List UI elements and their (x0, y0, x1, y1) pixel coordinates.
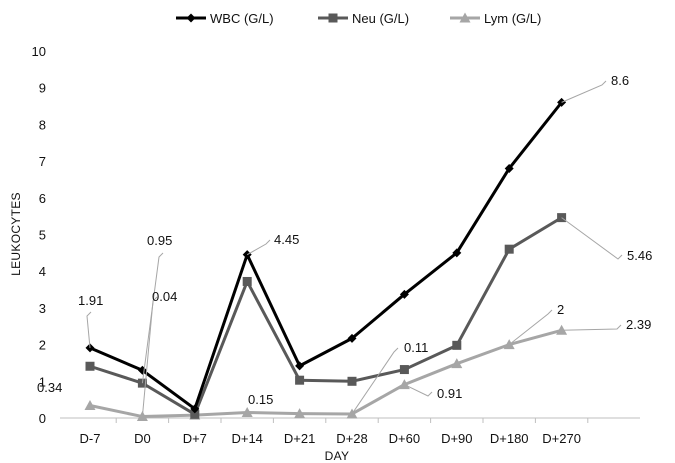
x-tick-label: D+7 (183, 431, 207, 446)
neu-point (85, 361, 95, 371)
callout-leader-line (141, 252, 164, 384)
y-tick-label: 3 (39, 301, 46, 316)
data-callout-label: 0.15 (248, 392, 273, 407)
wbc-point (347, 333, 357, 343)
x-tick-label: D+21 (284, 431, 315, 446)
wbc-legend-label: WBC (G/L) (210, 11, 274, 26)
wbc-point (504, 163, 514, 173)
data-callout-label: 0.11 (404, 340, 428, 355)
data-callout-label: 1.91 (78, 293, 103, 308)
data-callouts: 1.91 0.95 0.04 0.34 4.45 0.15 0.11 0.91 2 5.46 8.6… (37, 73, 652, 417)
y-tick-label: 7 (39, 154, 46, 169)
callout-leader-line (561, 324, 622, 331)
y-tick-label: 2 (39, 338, 46, 353)
series-lines (89, 101, 563, 419)
data-callout-label: 0.91 (437, 386, 462, 401)
neu-legend-label: Neu (G/L) (352, 11, 409, 26)
x-tick-label: D+90 (441, 431, 472, 446)
lym-point (398, 379, 410, 390)
lym-point (241, 406, 253, 417)
data-callout-label: 0.34 (37, 380, 62, 395)
y-tick-label: 8 (39, 117, 46, 132)
wbc-point (399, 289, 409, 299)
lym-legend-label: Lym (G/L) (484, 11, 541, 26)
neu-legend-marker (328, 13, 338, 23)
wbc-series-line (89, 101, 563, 411)
callout-leader-line (508, 309, 553, 345)
wbc-point (452, 248, 462, 258)
series-markers (84, 97, 568, 422)
neu-point (295, 375, 305, 385)
y-axis-ticks: 0 1 2 3 4 5 6 7 8 9 10 (32, 44, 46, 426)
data-callout-label: 5.46 (627, 248, 652, 263)
wbc-legend-marker (186, 13, 196, 23)
neu-point (347, 376, 357, 386)
x-tick-label: D+270 (542, 431, 581, 446)
y-tick-label: 6 (39, 191, 46, 206)
y-axis-title: LEUKOCYTES (9, 192, 23, 276)
x-axis-title: DAY (325, 449, 350, 463)
y-tick-label: 5 (39, 228, 46, 243)
x-tick-label: D-7 (80, 431, 101, 446)
y-tick-label: 10 (32, 44, 46, 59)
data-callout-label: 2.39 (626, 317, 651, 332)
x-axis-ticks: D-7 D0 D+7 D+14 D+21 D+28 D+60 D+90 D+180 D+270 (80, 418, 589, 446)
data-callout-label: 2 (557, 302, 564, 317)
y-tick-label: 0 (39, 411, 46, 426)
wbc-point (190, 404, 200, 414)
x-tick-label: D+180 (490, 431, 529, 446)
x-tick-label: D+60 (389, 431, 420, 446)
neu-point (242, 276, 252, 286)
neu-point (399, 365, 409, 375)
legend: WBC (G/L) Neu (G/L) Lym (G/L) (176, 11, 541, 26)
callout-leader-line (246, 239, 271, 256)
data-callout-label: 0.95 (147, 233, 172, 248)
y-tick-label: 4 (39, 264, 46, 279)
lym-point (451, 358, 463, 369)
x-tick-label: D+14 (231, 431, 262, 446)
neu-point (452, 340, 462, 350)
callout-leader-line (351, 347, 399, 415)
lym-point (294, 408, 306, 419)
wbc-point (295, 361, 305, 371)
neu-point (190, 409, 200, 419)
neu-point (504, 244, 514, 254)
callout-leader-line (141, 296, 158, 417)
y-tick-label: 1 (39, 374, 46, 389)
callout-leader-line (561, 80, 607, 103)
callout-leader-line (404, 384, 433, 397)
lym-legend-marker (459, 12, 471, 23)
x-tick-label: D0 (134, 431, 151, 446)
x-tick-label: D+28 (336, 431, 367, 446)
data-callout-label: 4.45 (274, 232, 299, 247)
y-tick-label: 9 (39, 81, 46, 96)
data-callout-label: 8.6 (611, 73, 629, 88)
callout-leader-line (86, 311, 92, 348)
data-callout-label: 0.04 (152, 289, 177, 304)
neu-series-line (89, 216, 563, 416)
lym-point (84, 400, 96, 411)
lym-series-line (89, 328, 562, 419)
callout-leader-line (561, 217, 623, 260)
